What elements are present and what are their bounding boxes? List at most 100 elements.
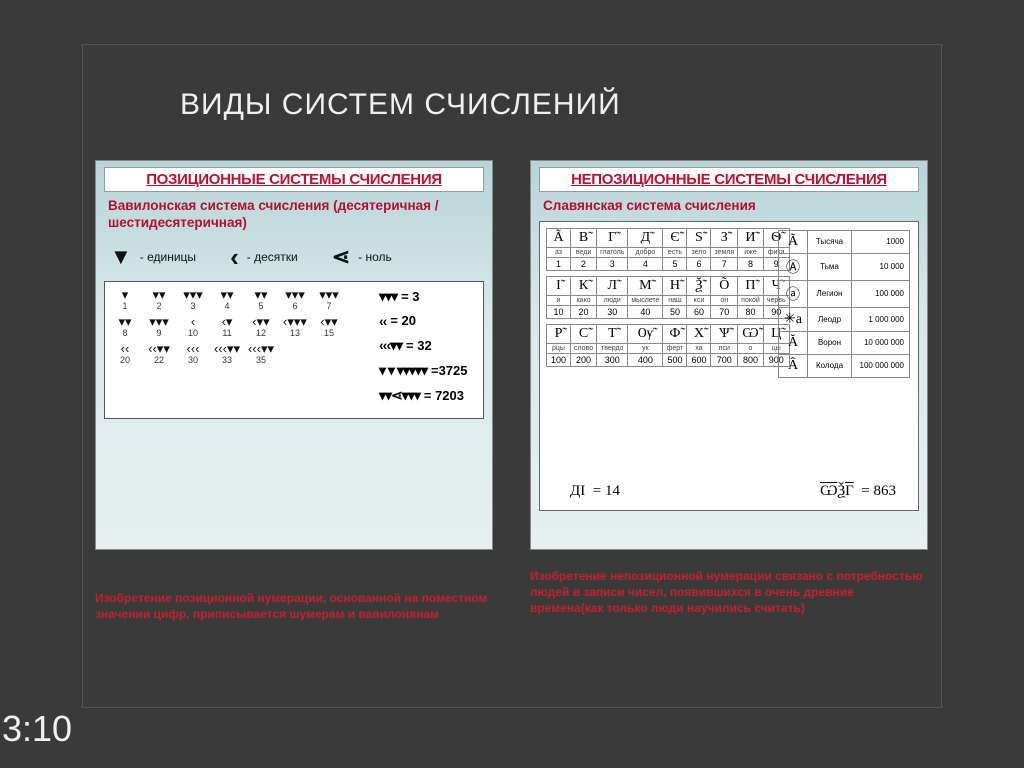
slavic-letter-table: ÃВ̃Г̃Д̃Є̃Ѕ̃З̃И̃Ѳ̃азведиглагольдоброестьз… — [546, 228, 790, 373]
bab-cell: ‹▾11 — [213, 315, 241, 338]
bab-equation: ▾ ▾ ▾▾▾▾▾=3725 — [379, 362, 477, 379]
ten-symbol: ‹ — [230, 242, 239, 273]
slavic-body: ÃВ̃Г̃Д̃Є̃Ѕ̃З̃И̃Ѳ̃азведиглагольдоброестьз… — [539, 221, 919, 511]
slavic-glyph: Ѹ̃ — [628, 324, 663, 343]
slavic-name: и — [547, 295, 571, 305]
slavic-glyph: Ѱ̃ — [711, 324, 738, 343]
right-caption: Изобретение непозиционной нумерации связ… — [530, 568, 928, 617]
slavic-name: ферт — [663, 343, 687, 353]
big-unit-row: ⒶТьма10 000 — [779, 253, 910, 280]
slavic-value: 500 — [663, 353, 687, 366]
babylonian-legend: ▼ - единицы ‹ - десятки ⋖ - ноль — [104, 238, 484, 281]
slavic-value: 50 — [663, 305, 687, 318]
bab-cell: ▾▾▾3 — [179, 288, 207, 311]
slavic-eq-1: ДІ = 14 — [570, 483, 620, 500]
slavic-glyph: Õ — [711, 276, 738, 295]
slavic-value: 70 — [711, 305, 738, 318]
bab-equation: ▾▾▾= 3 — [379, 288, 477, 305]
slavic-name: како — [571, 295, 597, 305]
slavic-value: 7 — [711, 257, 738, 270]
bab-cell — [281, 342, 309, 365]
right-panel-header: НЕПОЗИЦИОННЫЕ СИСТЕМЫ СЧИСЛЕНИЯ — [539, 167, 919, 192]
slavic-glyph: К̃ — [571, 276, 597, 295]
slavic-value: 60 — [687, 305, 711, 318]
slavic-big-units-table: ÃТысяча1000ⒶТьма10 000ⓐЛегион100 000✳аЛе… — [778, 230, 910, 378]
unit-symbol: ▼ — [110, 244, 132, 270]
slavic-name: люди — [597, 295, 628, 305]
slavic-value: 30 — [597, 305, 628, 318]
slavic-value: 400 — [628, 353, 663, 366]
slide-title: ВИДЫ СИСТЕМ СЧИСЛЕНИЙ — [180, 88, 621, 122]
slavic-glyph: Є̃ — [663, 228, 687, 247]
slavic-name: есть — [663, 247, 687, 257]
slavic-glyph: Т̃ — [597, 324, 628, 343]
slavic-glyph: И̃ — [738, 228, 764, 247]
slavic-name: земля — [711, 247, 738, 257]
right-panel: НЕПОЗИЦИОННЫЕ СИСТЕМЫ СЧИСЛЕНИЯ Славянск… — [530, 160, 928, 550]
slavic-value: 40 — [628, 305, 663, 318]
slavic-value: 80 — [738, 305, 764, 318]
ten-label: - десятки — [247, 250, 298, 264]
slavic-glyph: Ѡ̃ — [738, 324, 764, 343]
slavic-name: добро — [628, 247, 663, 257]
bab-cell: ▾▾▾6 — [281, 288, 309, 311]
slavic-value: 3 — [597, 257, 628, 270]
babylonian-table: ▾1▾▾2▾▾▾3▾▾4▾▾5▾▾▾6▾▾▾7▾▾8▾▾▾9‹10‹▾11‹▾▾… — [104, 281, 484, 419]
slavic-glyph: Ѯ̃ — [687, 276, 711, 295]
zero-label: - ноль — [358, 250, 392, 264]
slavic-glyph: Р̃ — [547, 324, 571, 343]
big-unit-row: ✳аЛеодр1 000 000 — [779, 307, 910, 331]
bab-cell: ‹‹‹30 — [179, 342, 207, 365]
slavic-name: твердо — [597, 343, 628, 353]
slavic-glyph: Ф̃ — [663, 324, 687, 343]
slavic-value: 2 — [571, 257, 597, 270]
left-panel-subtitle: Вавилонская система счисления (десятерич… — [104, 196, 484, 238]
slavic-glyph: Х̃ — [687, 324, 711, 343]
slavic-value: 200 — [571, 353, 597, 366]
bab-cell: ▾▾5 — [247, 288, 275, 311]
big-unit-row: ⓐЛегион100 000 — [779, 280, 910, 307]
slavic-name: иже — [738, 247, 764, 257]
slavic-name: мыслете — [628, 295, 663, 305]
slavic-name: глаголь — [597, 247, 628, 257]
slavic-value: 4 — [628, 257, 663, 270]
left-caption: Изобретение позиционной нумерации, основ… — [95, 590, 493, 622]
slavic-value: 300 — [597, 353, 628, 366]
slavic-name: наш — [663, 295, 687, 305]
bab-cell: ▾1 — [111, 288, 139, 311]
slavic-value: 8 — [738, 257, 764, 270]
timestamp: 3:10 — [2, 708, 72, 750]
slavic-glyph: В̃ — [571, 228, 597, 247]
slavic-value: 10 — [547, 305, 571, 318]
slavic-glyph: Г̃ — [597, 228, 628, 247]
slavic-glyph: Л̃ — [597, 276, 628, 295]
slavic-value: 600 — [687, 353, 711, 366]
slavic-glyph: Н̃ — [663, 276, 687, 295]
bab-cell: ▾▾4 — [213, 288, 241, 311]
zero-symbol: ⋖ — [332, 244, 350, 270]
bab-cell — [315, 342, 343, 365]
bab-cell: ‹▾▾15 — [315, 315, 343, 338]
slavic-value: 6 — [687, 257, 711, 270]
slavic-name: он — [711, 295, 738, 305]
bab-cell: ▾▾▾7 — [315, 288, 343, 311]
slavic-name: слово — [571, 343, 597, 353]
slavic-name: кси — [687, 295, 711, 305]
big-unit-row: ÃТысяча1000 — [779, 230, 910, 253]
slavic-name: покой — [738, 295, 764, 305]
left-panel: ПОЗИЦИОННЫЕ СИСТЕМЫ СЧИСЛЕНИЯ Вавилонска… — [95, 160, 493, 550]
big-unit-row: ÂКолода100 000 000 — [779, 354, 910, 377]
bab-equation: ▾▾⋖▾▾▾= 7203 — [379, 387, 477, 404]
bab-cell: ‹‹‹▾▾33 — [213, 342, 241, 365]
slavic-glyph: Ã — [547, 228, 571, 247]
slavic-name: пси — [711, 343, 738, 353]
bab-cell: ▾▾8 — [111, 315, 139, 338]
slavic-glyph: Д̃ — [628, 228, 663, 247]
slavic-value: 20 — [571, 305, 597, 318]
slavic-value: 1 — [547, 257, 571, 270]
slavic-name: ха — [687, 343, 711, 353]
bab-equation: ‹‹= 20 — [379, 313, 477, 329]
bab-equation: ‹‹‹▾▾= 32 — [379, 337, 477, 354]
bab-cell: ▾▾2 — [145, 288, 173, 311]
slavic-name: ук — [628, 343, 663, 353]
